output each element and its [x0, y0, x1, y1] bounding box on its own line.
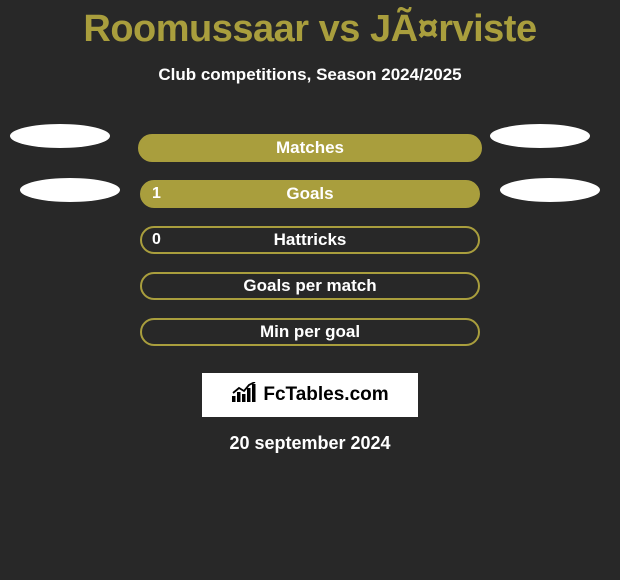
stat-bar: Matches: [138, 134, 482, 162]
page-title: Roomussaar vs JÃ¤rviste: [0, 0, 620, 51]
stat-row: Min per goal: [0, 309, 620, 355]
decorative-ellipse: [490, 124, 590, 148]
stat-bar: Hattricks 0: [140, 226, 480, 254]
subtitle: Club competitions, Season 2024/2025: [0, 65, 620, 85]
stat-row: Hattricks 0: [0, 217, 620, 263]
stat-bar: Goals per match: [140, 272, 480, 300]
stats-rows: Matches Goals 1 Hattricks 0 Goals per match Mi…: [0, 125, 620, 355]
decorative-ellipse: [20, 178, 120, 202]
stat-left-value: 1: [152, 185, 161, 203]
footer-logo[interactable]: FcTables.com: [202, 373, 418, 417]
stat-bar: Goals 1: [140, 180, 480, 208]
logo-text: FcTables.com: [263, 384, 388, 406]
stat-label: Hattricks: [274, 230, 347, 250]
decorative-ellipse: [500, 178, 600, 202]
stat-bar: Min per goal: [140, 318, 480, 346]
stat-label: Goals: [286, 184, 333, 204]
stat-label: Min per goal: [260, 322, 360, 342]
date-text: 20 september 2024: [0, 433, 620, 454]
decorative-ellipse: [10, 124, 110, 148]
stat-left-value: 0: [152, 231, 161, 249]
stat-label: Matches: [276, 138, 344, 158]
stat-row: Goals per match: [0, 263, 620, 309]
logo-chart-icon: [231, 382, 257, 409]
stat-label: Goals per match: [243, 276, 376, 296]
